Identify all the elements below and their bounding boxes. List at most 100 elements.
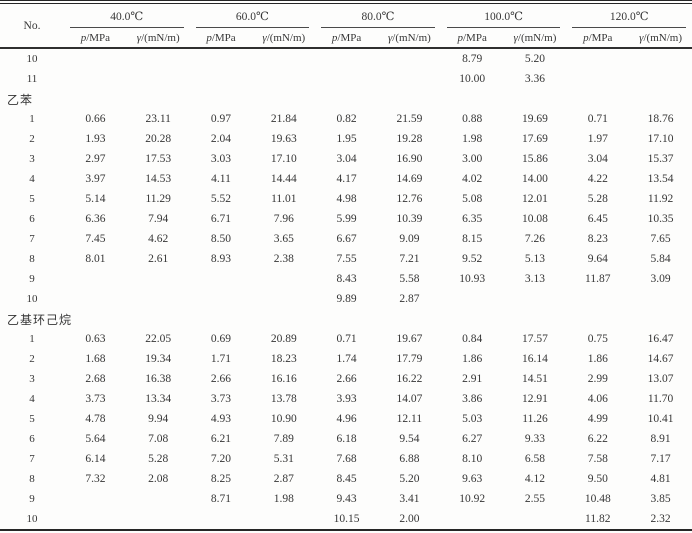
row-number: 11: [26, 73, 38, 85]
table-row: 10 9.89 2.87: [0, 289, 692, 309]
tension-value-cell: [127, 69, 190, 89]
tension-value-cell: 18.76: [647, 113, 674, 125]
tension-unit: /(mN/m): [643, 31, 683, 44]
tension-value-cell: 11.29: [145, 193, 171, 205]
pressure-unit: /MPa: [588, 31, 613, 44]
tension-symbol: γ: [136, 31, 142, 44]
pressure-value-cell: 1.86: [462, 353, 483, 365]
pressure-value-cell: 8.50: [210, 233, 232, 245]
pressure-value-cell: 0.84: [462, 333, 483, 345]
tension-value-cell: 3.13: [524, 273, 546, 285]
column-header-tension: γ/(mN/m): [629, 28, 692, 49]
header-row-temperatures: No. 40.0℃ 60.0℃ 80.0℃ 100.0℃ 120.0℃: [0, 2, 692, 49]
pressure-value-cell: 0.82: [336, 113, 357, 125]
tension-symbol: γ: [387, 31, 393, 44]
pressure-value-cell: 3.97: [85, 173, 106, 185]
pressure-value-cell: 3.03: [210, 153, 232, 165]
column-header-pressure: p/MPa: [64, 28, 127, 49]
row-number: 8: [29, 253, 35, 265]
tension-value-cell: 4.81: [650, 473, 671, 485]
tension-value-cell: 19.69: [522, 113, 548, 125]
table-header: No. 40.0℃ 60.0℃ 80.0℃ 100.0℃ 120.0℃ p/MPa γ/(m…: [0, 2, 692, 49]
pressure-value-cell: 9.89: [336, 293, 357, 305]
tension-value-cell: 4.62: [148, 233, 169, 245]
pressure-value-cell: 0.71: [587, 113, 608, 125]
pressure-value-cell: 3.93: [336, 393, 357, 405]
pressure-value-cell: 3.00: [462, 153, 483, 165]
tension-value-cell: 16.16: [270, 373, 297, 385]
pressure-value-cell: 9.63: [462, 473, 483, 485]
pressure-value-cell: [190, 69, 253, 89]
tension-value-cell: 5.13: [524, 253, 546, 265]
pressure-value-cell: [190, 48, 253, 69]
table-row: 9 8.43 5.58 10.93 3.13 11.87 3.09: [0, 269, 692, 289]
pressure-value-cell: 7.45: [85, 233, 106, 245]
tension-value-cell: 17.53: [145, 153, 172, 165]
pressure-value-cell: [190, 289, 253, 309]
table-row: 5 5.14 11.29 5.52 11.01 4.98 12.76 5.08 12.01 5.2…: [0, 189, 692, 209]
pressure-value-cell: 7.32: [85, 473, 106, 485]
pressure-value-cell: [64, 289, 127, 309]
tension-value-cell: 19.67: [396, 333, 423, 345]
pressure-value-cell: 5.28: [587, 193, 608, 205]
tension-value-cell: 17.79: [396, 353, 423, 365]
column-header-tension: γ/(mN/m): [126, 28, 190, 49]
pressure-value-cell: 1.97: [587, 133, 608, 145]
pressure-value-cell: 11.82: [585, 513, 611, 525]
tension-value-cell: [378, 48, 441, 69]
pressure-value-cell: [190, 509, 253, 530]
row-number: 5: [29, 193, 35, 205]
pressure-value-cell: 0.88: [462, 113, 483, 125]
table-row: 10 10.15 2.00 11.82 2.32: [0, 509, 692, 530]
row-number: 6: [29, 213, 35, 225]
temperature-group-header-2: 60.0℃: [190, 2, 316, 28]
temperature-label: 40.0℃: [70, 6, 184, 28]
pressure-value-cell: 9.50: [587, 473, 608, 485]
pressure-value-cell: 10.15: [333, 513, 360, 525]
tension-value-cell: [504, 289, 567, 309]
pressure-value-cell: 4.22: [587, 173, 608, 185]
pressure-value-cell: 8.15: [462, 233, 483, 245]
table-row: 5 4.78 9.94 4.93 10.90 4.96 12.11 5.03 11.26 4.99…: [0, 409, 692, 429]
tension-value-cell: 10.08: [522, 213, 548, 225]
pressure-value-cell: 2.91: [462, 373, 483, 385]
pressure-value-cell: 6.36: [85, 213, 106, 225]
tension-value-cell: 16.90: [396, 153, 423, 165]
pressure-value-cell: 7.68: [336, 453, 357, 465]
tension-value-cell: 16.47: [647, 333, 674, 345]
table-row: 6 5.64 7.08 6.21 7.89 6.18 9.54 6.27 9.33 6.22 8.9…: [0, 429, 692, 449]
temperature-group-header-3: 80.0℃: [315, 2, 441, 28]
section-row: 乙苯: [0, 89, 692, 109]
pressure-value-cell: [64, 509, 127, 530]
row-number: 7: [29, 233, 35, 245]
tension-value-cell: 17.10: [647, 133, 674, 145]
pressure-symbol: p: [457, 31, 464, 44]
pressure-value-cell: 8.01: [85, 253, 106, 265]
tension-value-cell: 11.70: [647, 393, 674, 405]
pressure-value-cell: 0.63: [85, 333, 106, 345]
pressure-value-cell: 9.52: [462, 253, 483, 265]
pressure-value-cell: 8.79: [462, 53, 483, 65]
tension-value-cell: 3.65: [273, 233, 294, 245]
pressure-value-cell: 9.64: [587, 253, 608, 265]
tension-symbol: γ: [513, 31, 518, 44]
pressure-value-cell: [566, 289, 629, 309]
temperature-group-header-5: 120.0℃: [566, 2, 692, 28]
tension-unit: /(mN/m): [517, 31, 557, 44]
pressure-value-cell: 6.22: [587, 433, 608, 445]
pressure-value-cell: 7.20: [210, 453, 232, 465]
pressure-value-cell: 8.71: [210, 493, 232, 505]
pressure-value-cell: 8.43: [336, 273, 357, 285]
pressure-value-cell: 4.93: [210, 413, 232, 425]
row-number: 9: [29, 273, 35, 285]
tension-value-cell: 5.31: [273, 453, 294, 465]
tension-value-cell: [252, 69, 315, 89]
tension-value-cell: 9.33: [524, 433, 546, 445]
pressure-value-cell: 3.73: [210, 393, 232, 405]
tension-value-cell: 2.38: [273, 253, 294, 265]
tension-value-cell: 3.36: [524, 73, 546, 85]
tension-value-cell: [629, 69, 692, 89]
pressure-value-cell: 9.43: [336, 493, 357, 505]
tension-value-cell: 7.21: [399, 253, 420, 265]
